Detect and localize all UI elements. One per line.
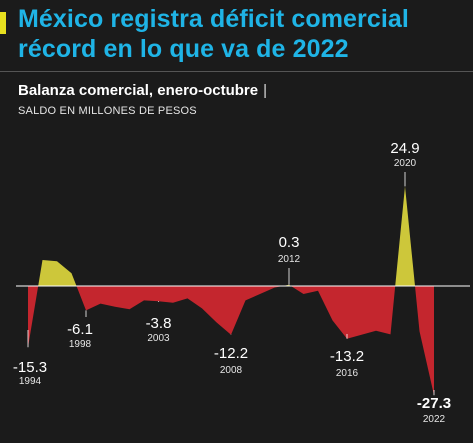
year-label-1994: 1994 — [19, 376, 42, 387]
value-label-2012: 0.3 — [279, 234, 300, 251]
subtitle-separator: | — [263, 82, 267, 99]
deficit-area-6 — [415, 286, 434, 396]
subtitle-text: Balanza comercial, enero-octubre — [18, 82, 259, 99]
value-label-1994: -15.3 — [13, 359, 47, 376]
value-label-1998: -6.1 — [67, 321, 93, 338]
year-label-2008: 2008 — [220, 365, 243, 376]
value-label-2020: 24.9 — [390, 140, 419, 157]
value-label-2016: -13.2 — [330, 348, 364, 365]
surplus-area-1 — [38, 260, 77, 286]
year-label-2020: 2020 — [394, 158, 417, 169]
year-label-2022: 2022 — [423, 414, 446, 425]
accent-bar — [0, 12, 6, 34]
surplus-area-5 — [395, 186, 415, 286]
area-layer — [28, 186, 434, 396]
deficit-area-4 — [290, 286, 396, 339]
value-label-2008: -12.2 — [214, 345, 248, 362]
year-label-1998: 1998 — [69, 339, 92, 350]
year-label-2012: 2012 — [278, 254, 301, 265]
deficit-area-0 — [28, 286, 39, 348]
value-label-2022: -27.3 — [417, 395, 451, 412]
value-label-2003: -3.8 — [146, 315, 172, 332]
divider — [0, 71, 473, 72]
year-label-2003: 2003 — [147, 333, 170, 344]
leader-layer — [27, 172, 435, 396]
chart-title: México registra déficit comercial récord… — [18, 5, 409, 63]
units-label: SALDO EN MILLONES DE PESOS — [18, 105, 197, 117]
year-label-2016: 2016 — [336, 368, 359, 379]
deficit-area-2 — [76, 286, 283, 335]
chart-subtitle: Balanza comercial, enero-octubre | — [18, 82, 267, 99]
